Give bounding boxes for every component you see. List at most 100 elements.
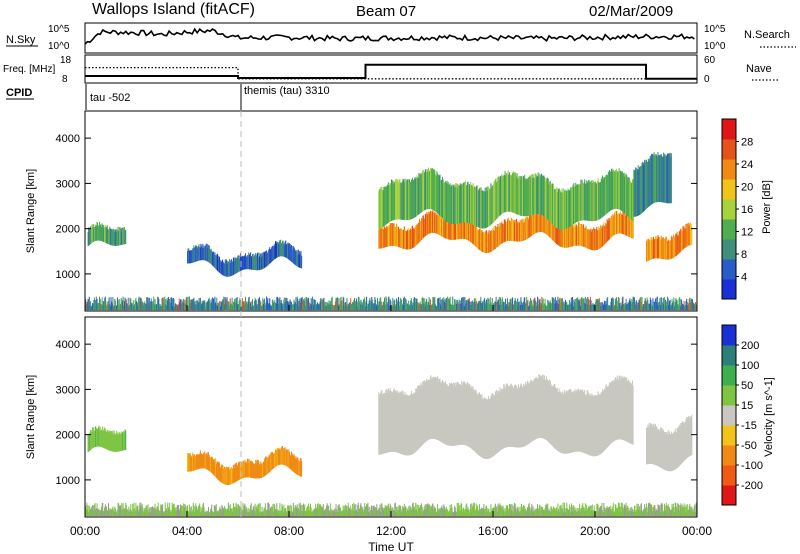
echo-cell (236, 257, 238, 274)
echo-cell (652, 236, 654, 259)
echo-cell (296, 507, 298, 517)
echo-cell (269, 249, 271, 263)
echo-cell (475, 509, 477, 517)
echo-cell (141, 301, 143, 311)
echo-cell (595, 298, 597, 311)
echo-cell (625, 173, 627, 215)
echo-cell (593, 180, 595, 221)
echo-cell (465, 185, 467, 223)
echo-cell (438, 298, 440, 311)
echo-cell (550, 506, 552, 517)
echo-cell (524, 297, 526, 311)
echo-cell (674, 502, 676, 517)
echo-cell (531, 178, 533, 215)
echo-cell (491, 298, 493, 311)
echo-cell (663, 238, 665, 260)
echo-cell (555, 388, 557, 450)
echo-cell (632, 296, 634, 311)
echo-cell (623, 377, 625, 441)
echo-cell (658, 155, 660, 202)
echo-cell (120, 303, 122, 311)
echo-cell (653, 424, 655, 465)
echo-cell (181, 505, 183, 517)
echo-cell (92, 226, 94, 243)
echo-cell (98, 302, 100, 311)
echo-cell (412, 225, 414, 249)
echo-cell (220, 261, 222, 275)
echo-cell (635, 167, 637, 217)
echo-cell (460, 186, 462, 223)
echo-cell (246, 509, 248, 517)
echo-cell (481, 190, 483, 229)
echo-cell (382, 395, 384, 455)
echo-cell (429, 210, 431, 234)
echo-cell (138, 509, 140, 517)
echo-cell (256, 254, 258, 271)
echo-cell (373, 505, 375, 517)
colorbar-tick-label-0: 4 (741, 272, 747, 284)
echo-cell (552, 221, 554, 241)
echo-cell (290, 245, 292, 262)
echo-cell (566, 502, 568, 517)
echo-cell (480, 296, 482, 311)
echo-cell (501, 506, 503, 517)
echo-cell (543, 379, 545, 439)
echo-cell (394, 503, 396, 517)
echo-cell (137, 511, 139, 517)
echo-cell (393, 510, 395, 517)
echo-cell (289, 301, 291, 311)
echo-cell (644, 298, 646, 311)
echo-cell (99, 510, 101, 517)
echo-cell (589, 299, 591, 311)
echo-cell (264, 298, 266, 311)
echo-cell (528, 177, 530, 216)
echo-cell (242, 256, 244, 270)
echo-cell (667, 153, 669, 204)
echo-cell (566, 302, 568, 311)
echo-cell (546, 503, 548, 517)
echo-cell (361, 509, 363, 517)
echo-cell (473, 503, 475, 517)
echo-cell (315, 300, 317, 311)
echo-cell (479, 393, 481, 457)
echo-cell (590, 393, 592, 456)
echo-cell (647, 426, 649, 465)
echo-cell (676, 427, 678, 468)
echo-cell (638, 169, 640, 216)
echo-cell (642, 161, 644, 213)
echo-cell (577, 185, 579, 222)
echo-cell (514, 222, 516, 242)
echo-cell (544, 375, 546, 439)
echo-cell (403, 395, 405, 455)
echo-cell (553, 188, 555, 226)
echo-cell (450, 305, 452, 311)
echo-cell (201, 508, 203, 517)
echo-cell (218, 461, 220, 481)
echo-cell (279, 296, 281, 311)
echo-cell (297, 460, 299, 476)
echo-cell (570, 187, 572, 227)
echo-cell (603, 226, 605, 245)
echo-cell (450, 504, 452, 517)
ytick-label-0: 1000 (56, 475, 80, 487)
echo-cell (582, 389, 584, 453)
echo-cell (498, 506, 500, 517)
echo-cell (548, 381, 550, 443)
echo-cell (348, 302, 350, 311)
echo-cell (179, 302, 181, 311)
echo-cell (407, 395, 409, 456)
echo-cell (659, 430, 661, 468)
echo-cell (292, 512, 294, 517)
echo-cell (442, 508, 444, 517)
echo-cell (462, 512, 464, 516)
echo-cell (598, 393, 600, 456)
echo-cell (508, 172, 510, 212)
colorbar-tick-label-4: 15 (741, 400, 753, 412)
echo-cell (231, 305, 233, 311)
echo-cell (551, 303, 553, 311)
echo-cell (450, 186, 452, 224)
echo-cell (513, 387, 515, 448)
echo-cell (484, 301, 486, 311)
echo-cell (496, 227, 498, 248)
